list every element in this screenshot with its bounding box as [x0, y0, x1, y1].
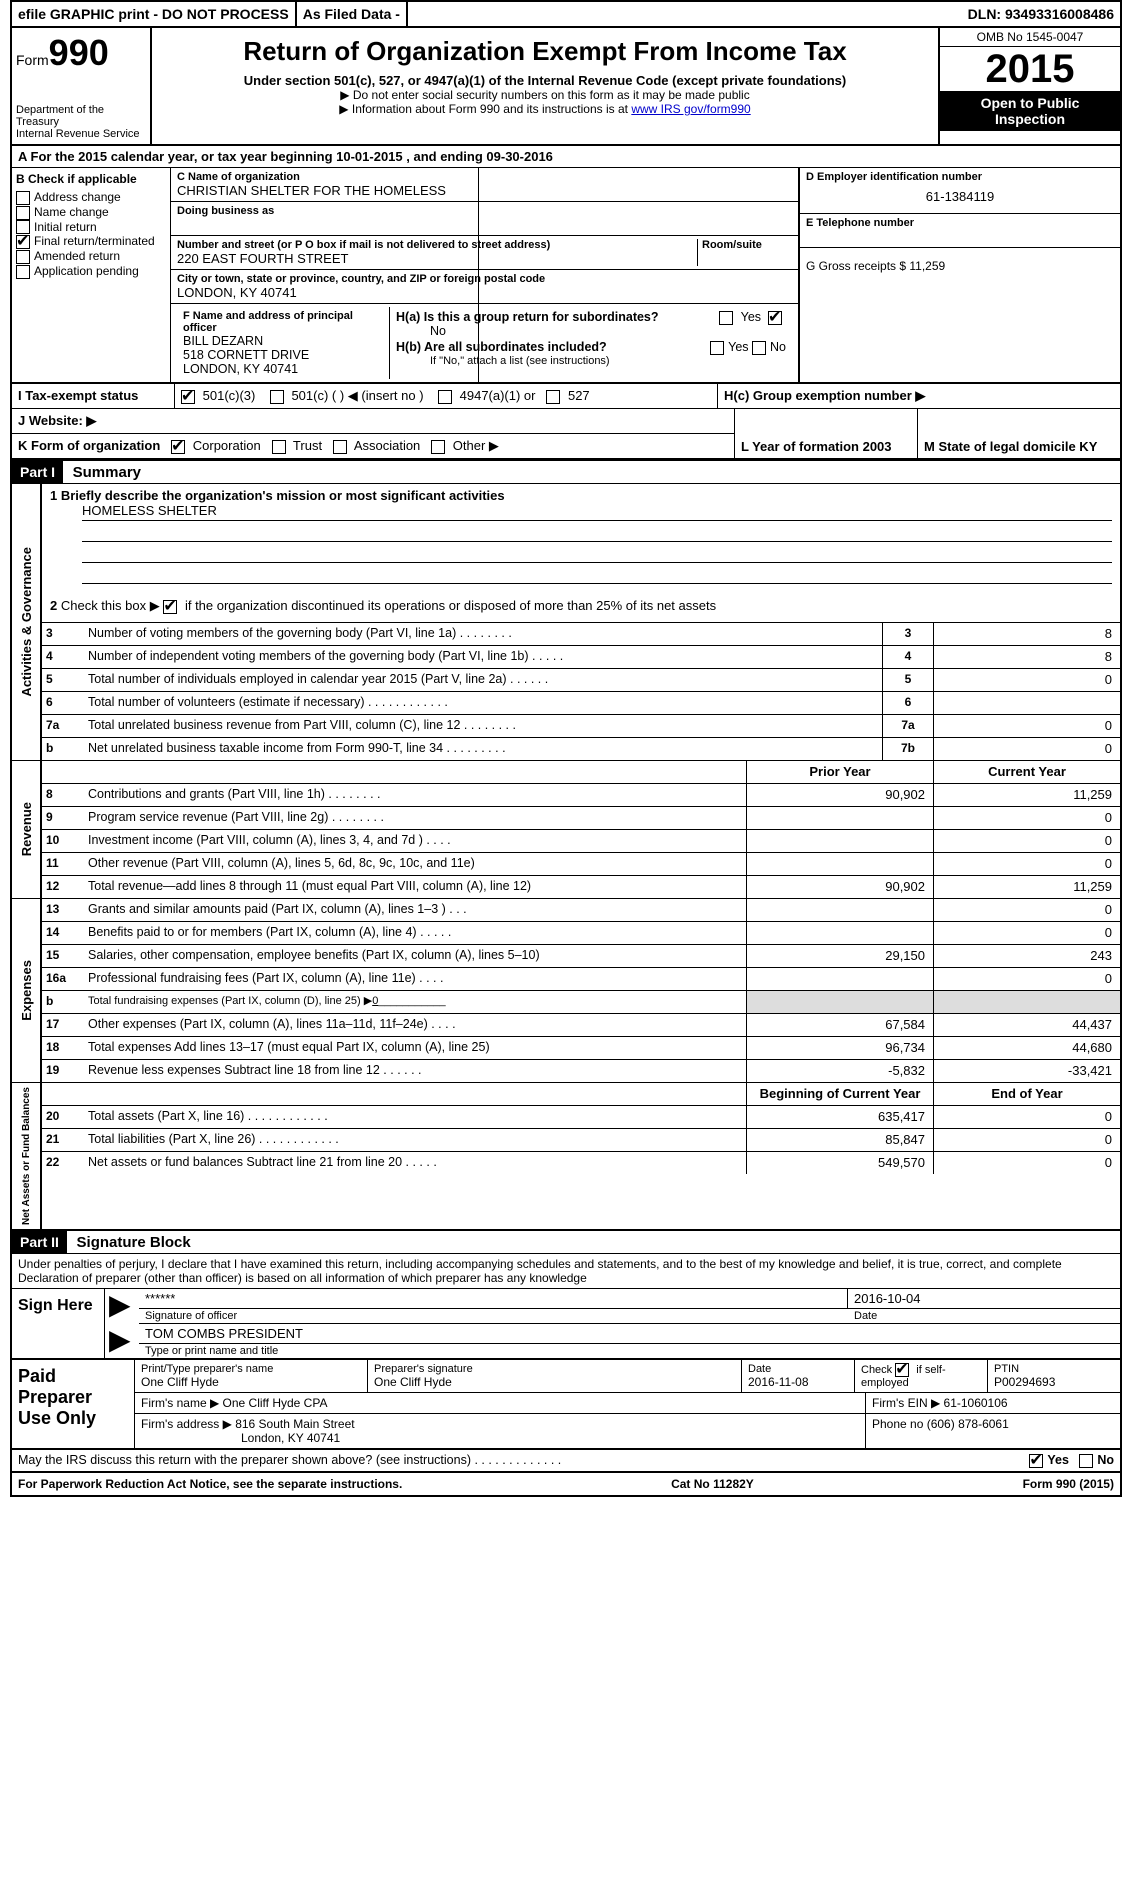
- part-i-header: Part I Summary: [12, 459, 1120, 484]
- cb-discuss-yes[interactable]: [1029, 1454, 1043, 1468]
- cb-corporation[interactable]: [171, 440, 185, 454]
- filed-label: As Filed Data -: [297, 2, 408, 26]
- cb-self-employed[interactable]: [895, 1363, 909, 1377]
- cb-501c3[interactable]: [181, 390, 195, 404]
- form-title: Return of Organization Exempt From Incom…: [162, 36, 928, 67]
- cb-other[interactable]: [431, 440, 445, 454]
- row-a: A For the 2015 calendar year, or tax yea…: [12, 146, 1120, 168]
- cb-final-return[interactable]: Final return/terminated: [16, 234, 166, 249]
- cb-discuss-no[interactable]: [1079, 1454, 1093, 1468]
- header-left: Form990 Department of the Treasury Inter…: [12, 28, 152, 144]
- cb-4947[interactable]: [438, 390, 452, 404]
- cb-association[interactable]: [333, 440, 347, 454]
- cb-application-pending[interactable]: Application pending: [16, 264, 166, 279]
- form-number: 990: [49, 32, 109, 73]
- expenses-section: Expenses 13Grants and similar amounts pa…: [12, 899, 1120, 1083]
- efile-label: efile GRAPHIC print - DO NOT PROCESS: [12, 2, 297, 26]
- ein: 61-1384119: [806, 183, 1114, 210]
- dept-line-1: Department of the: [16, 104, 146, 116]
- officer-addr2: LONDON, KY 40741: [183, 362, 383, 376]
- officer-addr1: 518 CORNETT DRIVE: [183, 348, 383, 362]
- irs-discuss-row: May the IRS discuss this return with the…: [12, 1450, 1120, 1473]
- form-prefix: Form: [16, 52, 49, 68]
- governance-section: Activities & Governance 1 Briefly descri…: [12, 484, 1120, 761]
- section-b-to-h: B Check if applicable Address change Nam…: [12, 168, 1120, 384]
- omb-number: OMB No 1545-0047: [940, 28, 1120, 47]
- open-public: Open to Public Inspection: [940, 91, 1120, 131]
- declaration-text: Under penalties of perjury, I declare th…: [12, 1254, 1120, 1289]
- paid-preparer-section: Paid Preparer Use Only Print/Type prepar…: [12, 1360, 1120, 1450]
- form-header: Form990 Department of the Treasury Inter…: [12, 28, 1120, 146]
- form-subtitle-2a: ▶ Do not enter social security numbers o…: [162, 88, 928, 102]
- officer-name: BILL DEZARN: [183, 334, 383, 348]
- cb-discontinued[interactable]: [163, 600, 177, 614]
- row-i: I Tax-exempt status 501(c)(3) 501(c) ( )…: [12, 384, 1120, 409]
- header-middle: Return of Organization Exempt From Incom…: [152, 28, 938, 144]
- tax-year: 2015: [940, 47, 1120, 91]
- top-bar: efile GRAPHIC print - DO NOT PROCESS As …: [12, 2, 1120, 28]
- col-b-checkboxes: B Check if applicable Address change Nam…: [12, 168, 171, 382]
- sign-here-section: Sign Here ▶ ****** 2016-10-04 Signature …: [12, 1289, 1120, 1360]
- dept-line-2: Treasury: [16, 116, 146, 128]
- revenue-section: Revenue Prior Year Current Year 8Contrib…: [12, 761, 1120, 899]
- cb-amended-return[interactable]: Amended return: [16, 249, 166, 264]
- cb-501c[interactable]: [270, 390, 284, 404]
- form-subtitle-2b: ▶ Information about Form 990 and its ins…: [162, 102, 928, 116]
- cb-address-change[interactable]: Address change: [16, 190, 166, 205]
- cb-527[interactable]: [546, 390, 560, 404]
- mission-text: HOMELESS SHELTER: [82, 503, 1112, 521]
- part-ii-header: Part II Signature Block: [12, 1231, 1120, 1254]
- form-page: efile GRAPHIC print - DO NOT PROCESS As …: [10, 0, 1122, 1497]
- dln-label: DLN: 93493316008486: [962, 2, 1120, 26]
- header-right: OMB No 1545-0047 2015 Open to Public Ins…: [938, 28, 1120, 144]
- officer-name-printed: TOM COMBS PRESIDENT: [139, 1324, 1120, 1344]
- row-j-k: J Website: ▶ K Form of organization Corp…: [12, 409, 1120, 459]
- dept-line-3: Internal Revenue Service: [16, 128, 146, 140]
- cb-name-change[interactable]: Name change: [16, 205, 166, 220]
- page-footer: For Paperwork Reduction Act Notice, see …: [12, 1473, 1120, 1495]
- cb-trust[interactable]: [272, 440, 286, 454]
- irs-link[interactable]: www IRS gov/form990: [631, 102, 750, 116]
- gross-receipts: G Gross receipts $ 11,259: [806, 251, 1114, 273]
- cb-initial-return[interactable]: Initial return: [16, 220, 166, 235]
- col-d-e-g: [478, 168, 799, 382]
- form-subtitle-1: Under section 501(c), 527, or 4947(a)(1)…: [162, 73, 928, 88]
- netassets-section: Net Assets or Fund Balances Beginning of…: [12, 1083, 1120, 1231]
